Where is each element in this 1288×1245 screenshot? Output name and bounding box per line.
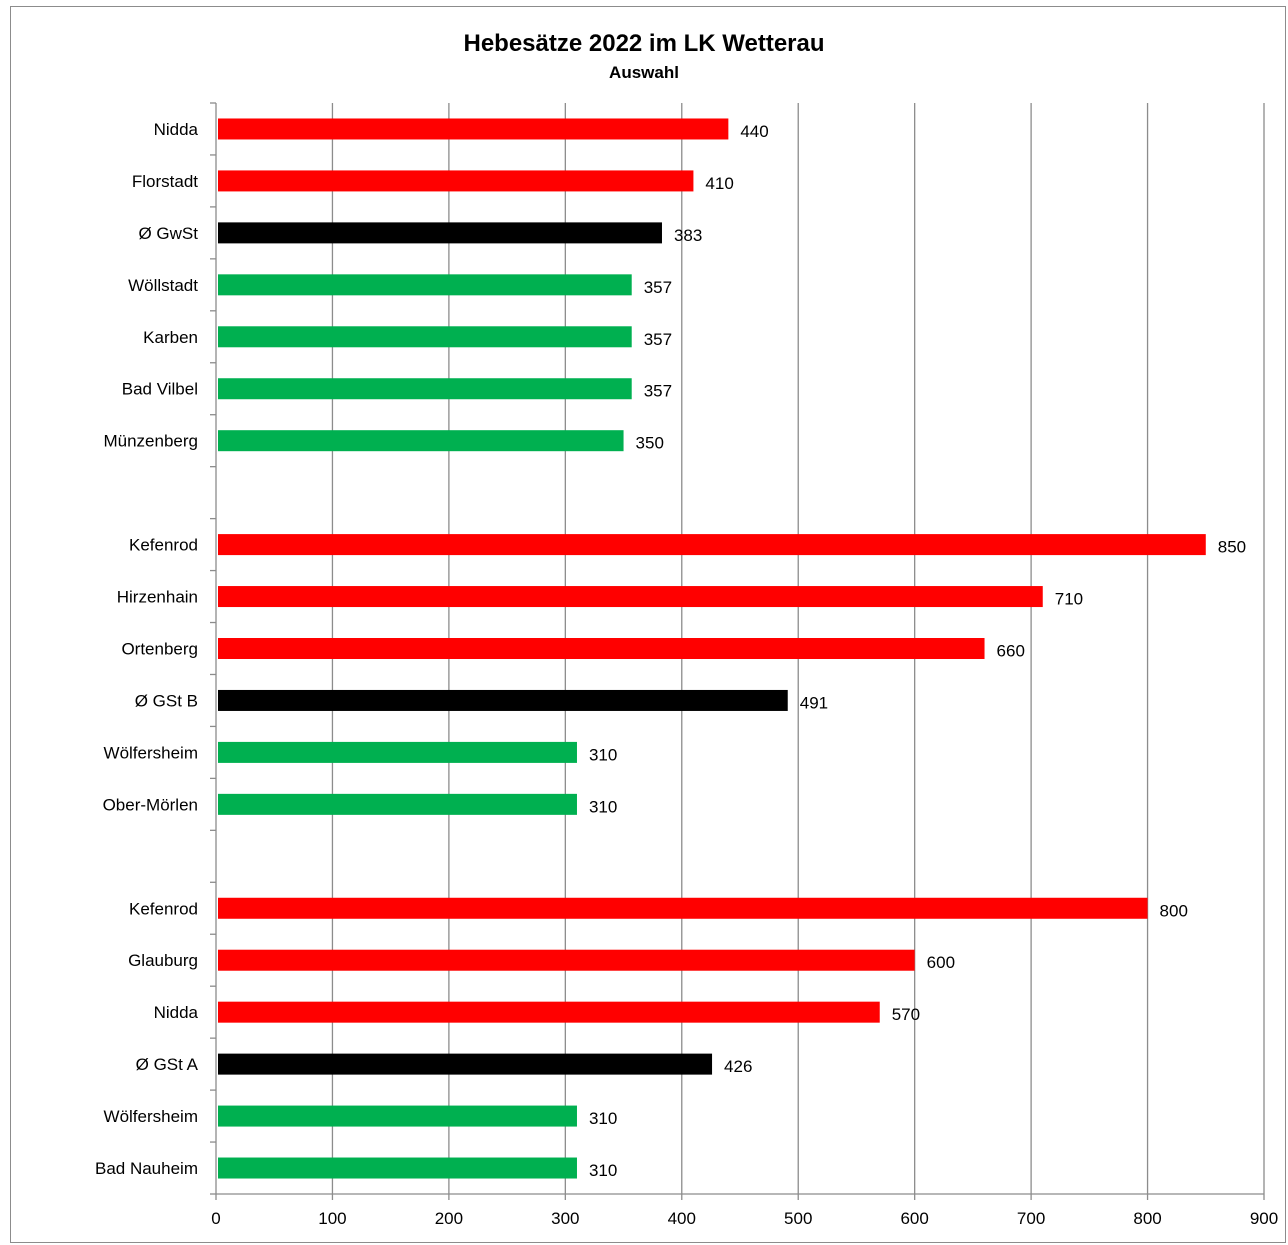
bar — [218, 949, 915, 971]
data-label: 357 — [644, 330, 672, 349]
bar — [218, 1105, 577, 1127]
x-tick-label: 900 — [1250, 1209, 1278, 1228]
data-label: 310 — [589, 797, 617, 816]
category-label: Wölfersheim — [104, 1107, 198, 1126]
bar — [218, 222, 662, 244]
category-label: Ø GSt B — [135, 691, 198, 710]
category-label: Nidda — [154, 1003, 199, 1022]
category-label: Ortenberg — [121, 640, 198, 659]
bar — [218, 170, 694, 192]
x-tick-label: 400 — [668, 1209, 696, 1228]
bar — [218, 689, 788, 711]
bar — [218, 118, 729, 140]
bar — [218, 274, 632, 296]
bars — [218, 118, 1206, 1179]
bar — [218, 586, 1043, 608]
data-label: 357 — [644, 278, 672, 297]
category-label: Hirzenhain — [117, 588, 198, 607]
category-label: Florstadt — [132, 172, 198, 191]
axes — [210, 102, 1265, 1200]
category-label: Münzenberg — [103, 432, 198, 451]
chart-frame — [10, 6, 1286, 1243]
x-tick-label: 300 — [551, 1209, 579, 1228]
category-label: Ø GSt A — [136, 1055, 199, 1074]
category-label: Nidda — [154, 120, 199, 139]
data-label: 383 — [674, 226, 702, 245]
chart-title: Hebesätze 2022 im LK Wetterau — [463, 30, 825, 57]
data-label: 440 — [740, 122, 768, 141]
x-tick-label: 500 — [784, 1209, 812, 1228]
bar — [218, 430, 624, 452]
category-label: Bad Vilbel — [122, 380, 198, 399]
chart-subtitle: Auswahl — [609, 63, 679, 82]
category-label: Wöllstadt — [128, 276, 198, 295]
x-tick-label: 700 — [1017, 1209, 1045, 1228]
data-label: 660 — [997, 642, 1025, 661]
data-label: 710 — [1055, 590, 1083, 609]
data-label: 350 — [636, 434, 664, 453]
bar — [218, 1001, 880, 1023]
category-label: Kefenrod — [129, 899, 198, 918]
category-label: Karben — [143, 328, 198, 347]
category-label: Kefenrod — [129, 536, 198, 555]
x-tick-label: 600 — [900, 1209, 928, 1228]
data-label: 800 — [1160, 901, 1188, 920]
data-label: 310 — [589, 1161, 617, 1180]
x-tick-label: 100 — [318, 1209, 346, 1228]
data-label: 850 — [1218, 538, 1246, 557]
bar — [218, 897, 1148, 919]
data-label: 570 — [892, 1005, 920, 1024]
bar — [218, 378, 632, 400]
bar — [218, 534, 1206, 556]
bar — [218, 638, 985, 659]
data-label: 310 — [589, 1109, 617, 1128]
data-label: 357 — [644, 382, 672, 401]
data-label: 600 — [927, 953, 955, 972]
category-label: Bad Nauheim — [95, 1159, 198, 1178]
category-label: Ober-Mörlen — [103, 795, 198, 814]
data-label: 310 — [589, 745, 617, 764]
category-label: Glauburg — [128, 951, 198, 970]
bar — [218, 1157, 577, 1179]
x-tick-label: 800 — [1133, 1209, 1161, 1228]
category-label: Wölfersheim — [104, 743, 198, 762]
bar — [218, 1053, 713, 1075]
labels: 0 100 200 300 400 500 600 700 800 900 Nidda 440 Flor… — [95, 120, 1278, 1228]
category-label: Ø GwSt — [138, 224, 198, 243]
bar — [218, 741, 577, 763]
x-tick-label: 0 — [211, 1209, 220, 1228]
bar — [218, 793, 577, 815]
bar — [218, 326, 632, 348]
data-label: 426 — [724, 1057, 752, 1076]
x-tick-label: 200 — [435, 1209, 463, 1228]
data-label: 491 — [800, 693, 828, 712]
data-label: 410 — [705, 174, 733, 193]
